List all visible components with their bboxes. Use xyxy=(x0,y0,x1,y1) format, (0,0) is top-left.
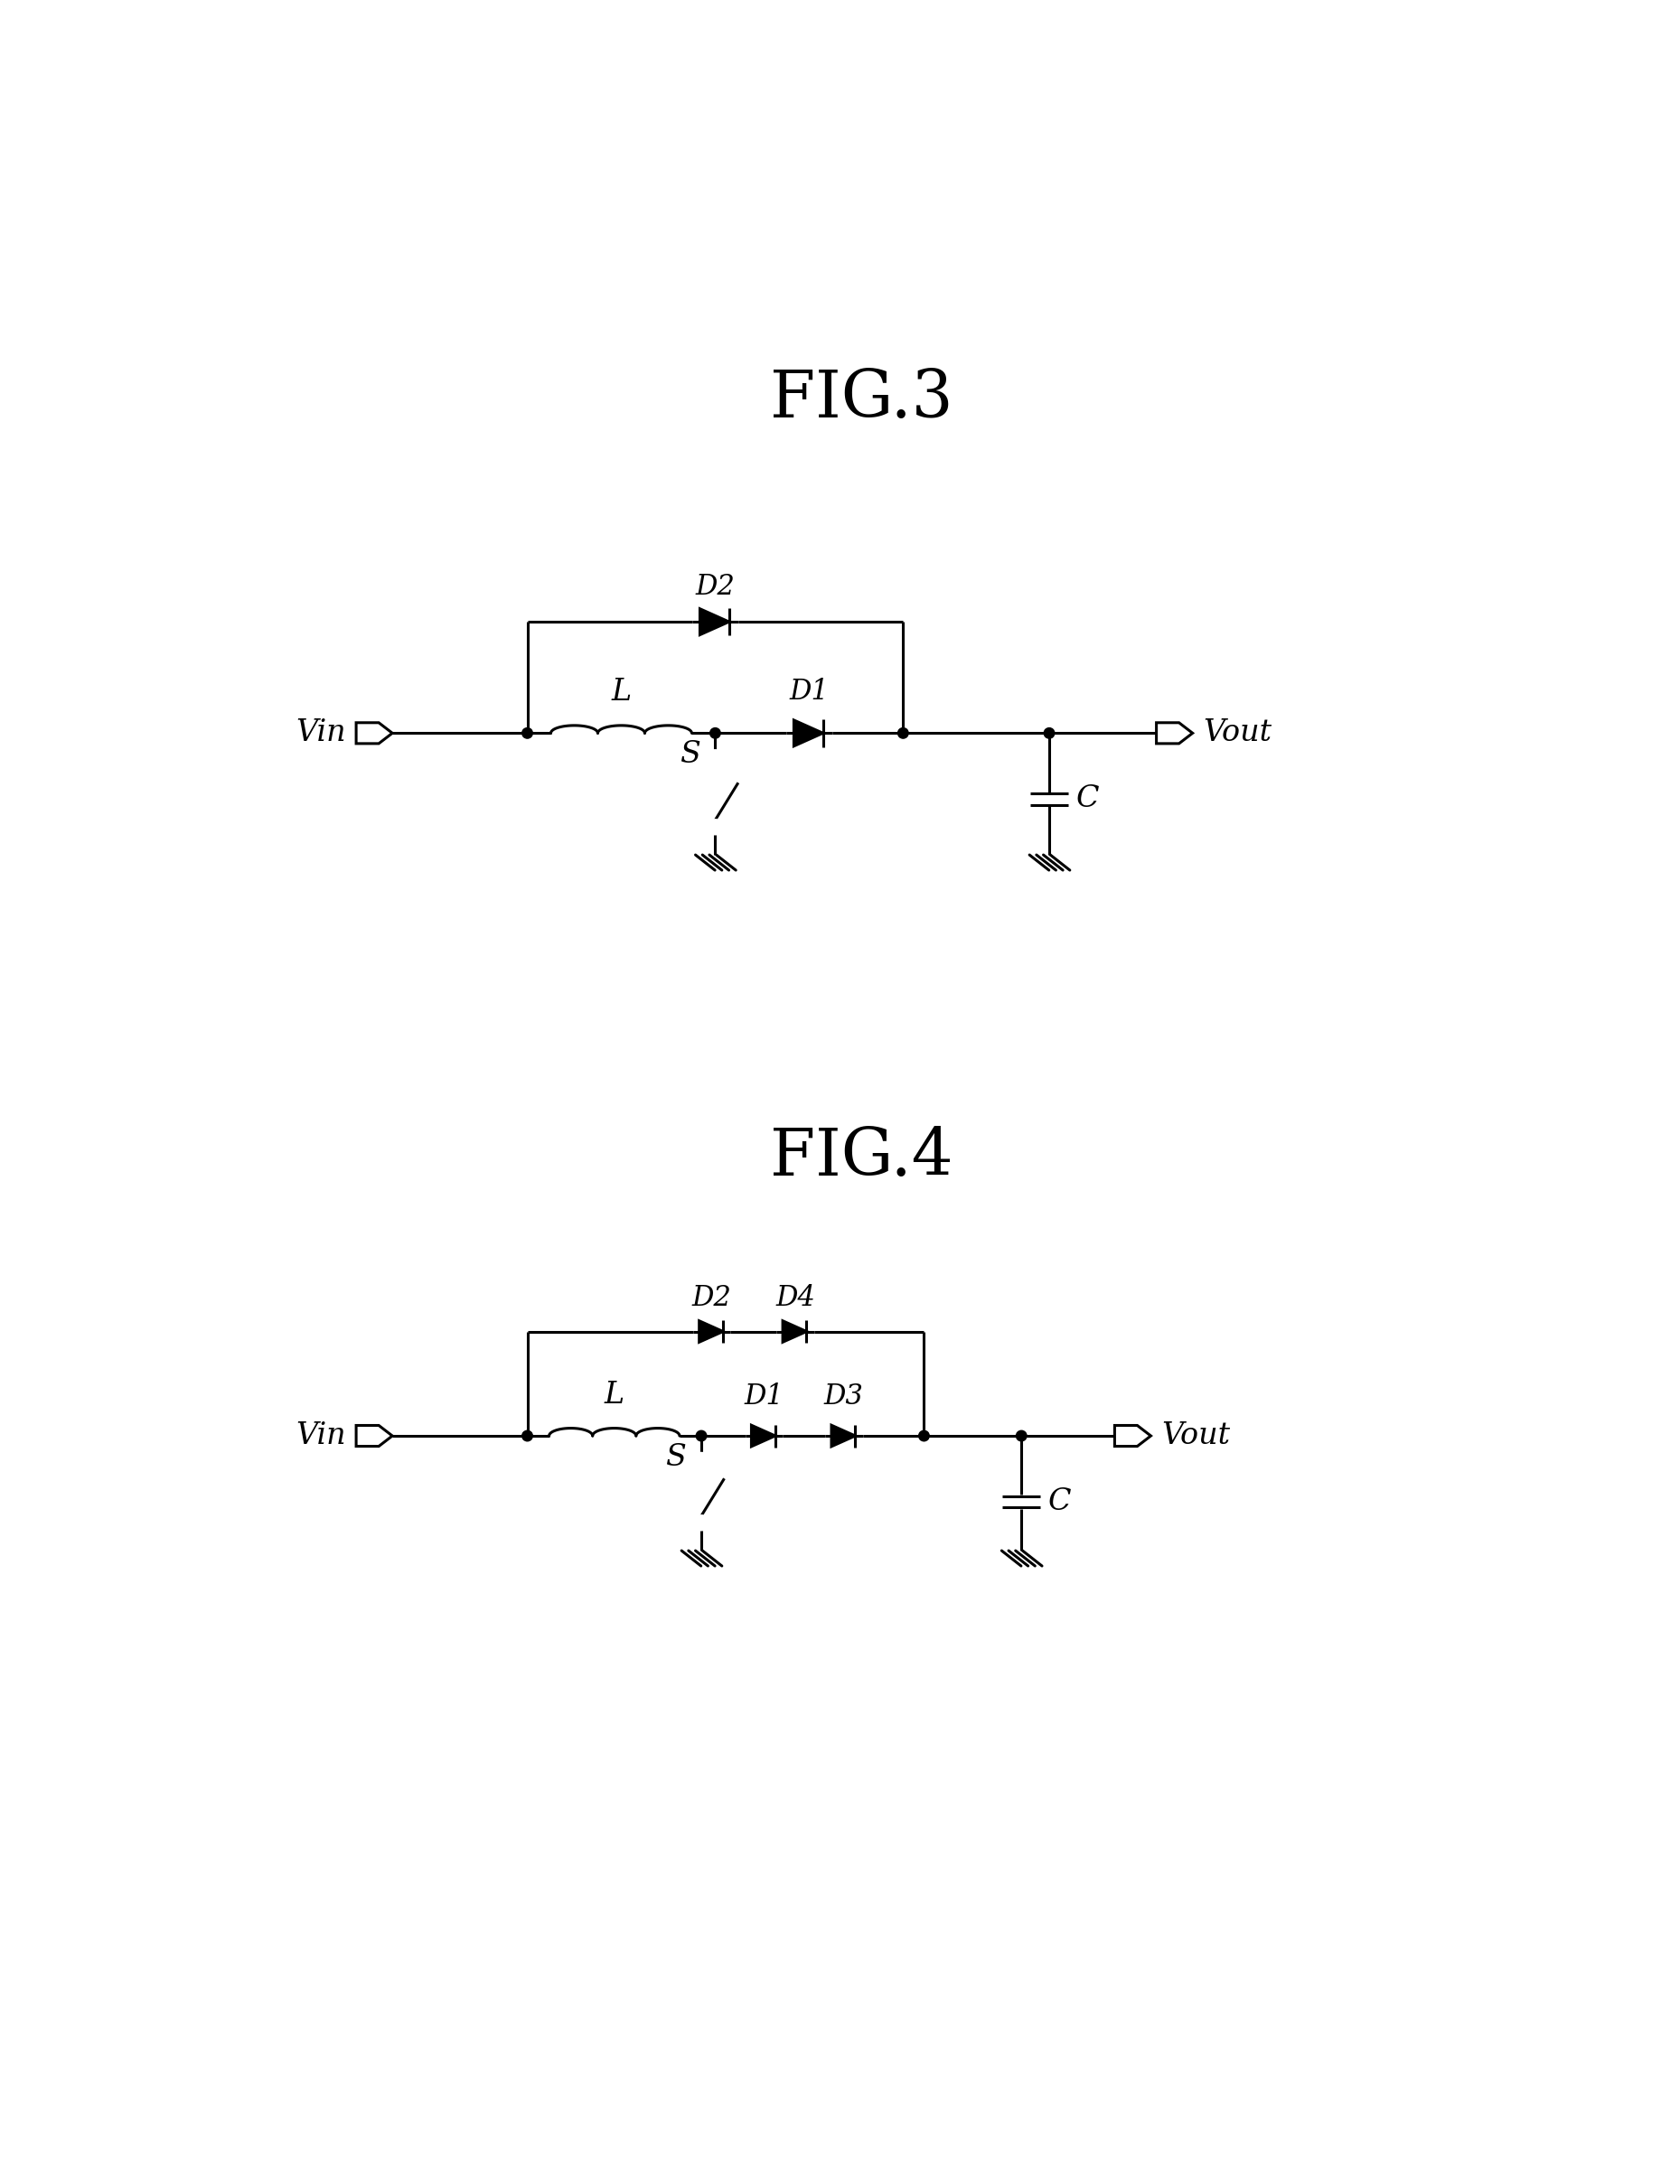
Text: FIG.4: FIG.4 xyxy=(769,1125,953,1190)
Text: D2: D2 xyxy=(696,572,736,601)
Polygon shape xyxy=(699,1321,722,1343)
Text: S: S xyxy=(665,1444,685,1472)
Text: Vin: Vin xyxy=(296,1422,346,1450)
Text: Vout: Vout xyxy=(1161,1422,1230,1450)
Polygon shape xyxy=(751,1426,774,1446)
Text: D3: D3 xyxy=(825,1382,864,1411)
Polygon shape xyxy=(701,609,729,636)
Circle shape xyxy=(709,751,722,764)
Polygon shape xyxy=(356,723,393,743)
Text: Vin: Vin xyxy=(296,719,346,747)
Circle shape xyxy=(897,727,909,738)
Polygon shape xyxy=(783,1321,806,1343)
Text: D4: D4 xyxy=(776,1284,815,1313)
Polygon shape xyxy=(1156,723,1193,743)
Polygon shape xyxy=(795,721,823,747)
Circle shape xyxy=(709,819,722,834)
Text: D1: D1 xyxy=(790,677,828,705)
Polygon shape xyxy=(356,1426,393,1446)
Text: S: S xyxy=(679,740,701,769)
Text: D1: D1 xyxy=(744,1382,785,1411)
Circle shape xyxy=(696,1431,707,1441)
Circle shape xyxy=(711,727,721,738)
Circle shape xyxy=(694,1452,709,1468)
Text: L: L xyxy=(612,677,632,708)
Circle shape xyxy=(1043,727,1055,738)
Text: L: L xyxy=(605,1380,625,1409)
Text: C: C xyxy=(1075,784,1099,815)
Circle shape xyxy=(522,1431,533,1441)
Circle shape xyxy=(522,727,533,738)
Text: Vout: Vout xyxy=(1203,719,1272,747)
Circle shape xyxy=(1016,1431,1026,1441)
Circle shape xyxy=(919,1431,929,1441)
Text: D2: D2 xyxy=(692,1284,731,1313)
Polygon shape xyxy=(832,1426,855,1446)
Text: C: C xyxy=(1048,1487,1070,1516)
Polygon shape xyxy=(1114,1426,1151,1446)
Circle shape xyxy=(694,1516,709,1529)
Text: FIG.3: FIG.3 xyxy=(769,367,953,430)
